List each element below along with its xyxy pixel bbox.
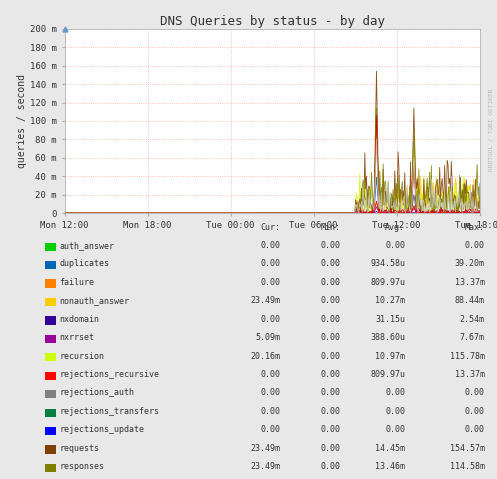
Text: 0.00: 0.00 xyxy=(321,241,340,250)
Text: 0.00: 0.00 xyxy=(321,444,340,453)
Text: 20.16m: 20.16m xyxy=(251,352,281,361)
Text: 23.49m: 23.49m xyxy=(251,462,281,471)
Text: 0.00: 0.00 xyxy=(321,315,340,324)
Text: recursion: recursion xyxy=(60,352,105,361)
Text: 114.58m: 114.58m xyxy=(450,462,485,471)
Text: 0.00: 0.00 xyxy=(465,241,485,250)
Text: 809.97u: 809.97u xyxy=(370,278,405,287)
Text: 0.00: 0.00 xyxy=(385,388,405,398)
Text: 23.49m: 23.49m xyxy=(251,296,281,305)
Text: 154.57m: 154.57m xyxy=(450,444,485,453)
Text: 0.00: 0.00 xyxy=(465,388,485,398)
Text: rejections_update: rejections_update xyxy=(60,425,145,434)
Text: 0.00: 0.00 xyxy=(465,407,485,416)
Text: 934.58u: 934.58u xyxy=(370,259,405,268)
Text: 0.00: 0.00 xyxy=(321,352,340,361)
Text: responses: responses xyxy=(60,462,105,471)
Text: 7.67m: 7.67m xyxy=(460,333,485,342)
Text: 2.54m: 2.54m xyxy=(460,315,485,324)
Text: Cur:: Cur: xyxy=(261,223,281,232)
Text: 0.00: 0.00 xyxy=(465,425,485,434)
Text: Avg:: Avg: xyxy=(385,223,405,232)
Text: 0.00: 0.00 xyxy=(321,370,340,379)
Text: 0.00: 0.00 xyxy=(261,278,281,287)
Text: Min:: Min: xyxy=(321,223,340,232)
Text: 13.37m: 13.37m xyxy=(455,370,485,379)
Text: 0.00: 0.00 xyxy=(261,370,281,379)
Text: 23.49m: 23.49m xyxy=(251,444,281,453)
Text: 0.00: 0.00 xyxy=(385,241,405,250)
Text: 0.00: 0.00 xyxy=(261,241,281,250)
Text: nonauth_answer: nonauth_answer xyxy=(60,296,130,305)
Text: duplicates: duplicates xyxy=(60,259,110,268)
Text: 0.00: 0.00 xyxy=(261,315,281,324)
Text: 0.00: 0.00 xyxy=(261,425,281,434)
Y-axis label: queries / second: queries / second xyxy=(17,74,27,168)
Text: 14.45m: 14.45m xyxy=(375,444,405,453)
Text: 39.20m: 39.20m xyxy=(455,259,485,268)
Text: auth_answer: auth_answer xyxy=(60,241,115,250)
Text: 0.00: 0.00 xyxy=(385,425,405,434)
Text: 0.00: 0.00 xyxy=(261,388,281,398)
Text: 0.00: 0.00 xyxy=(321,259,340,268)
Text: rejections_recursive: rejections_recursive xyxy=(60,370,160,379)
Text: 0.00: 0.00 xyxy=(321,333,340,342)
Text: 0.00: 0.00 xyxy=(261,407,281,416)
Text: Max:: Max: xyxy=(465,223,485,232)
Text: 88.44m: 88.44m xyxy=(455,296,485,305)
Text: 0.00: 0.00 xyxy=(321,425,340,434)
Text: 5.09m: 5.09m xyxy=(256,333,281,342)
Text: rejections_transfers: rejections_transfers xyxy=(60,407,160,416)
Text: 388.60u: 388.60u xyxy=(370,333,405,342)
Text: 0.00: 0.00 xyxy=(261,259,281,268)
Text: nxdomain: nxdomain xyxy=(60,315,99,324)
Text: 31.15u: 31.15u xyxy=(375,315,405,324)
Text: RRDTOOL / TOBI OETIKER: RRDTOOL / TOBI OETIKER xyxy=(488,88,493,171)
Text: 0.00: 0.00 xyxy=(385,407,405,416)
Text: rejections_auth: rejections_auth xyxy=(60,388,135,398)
Text: 115.78m: 115.78m xyxy=(450,352,485,361)
Text: 809.97u: 809.97u xyxy=(370,370,405,379)
Text: failure: failure xyxy=(60,278,94,287)
Text: 0.00: 0.00 xyxy=(321,407,340,416)
Text: 0.00: 0.00 xyxy=(321,462,340,471)
Title: DNS Queries by status - by day: DNS Queries by status - by day xyxy=(160,14,385,28)
Text: 0.00: 0.00 xyxy=(321,296,340,305)
Text: 0.00: 0.00 xyxy=(321,278,340,287)
Text: 0.00: 0.00 xyxy=(321,388,340,398)
Text: 13.37m: 13.37m xyxy=(455,278,485,287)
Text: nxrrset: nxrrset xyxy=(60,333,94,342)
Text: 10.97m: 10.97m xyxy=(375,352,405,361)
Text: 10.27m: 10.27m xyxy=(375,296,405,305)
Text: requests: requests xyxy=(60,444,99,453)
Text: 13.46m: 13.46m xyxy=(375,462,405,471)
